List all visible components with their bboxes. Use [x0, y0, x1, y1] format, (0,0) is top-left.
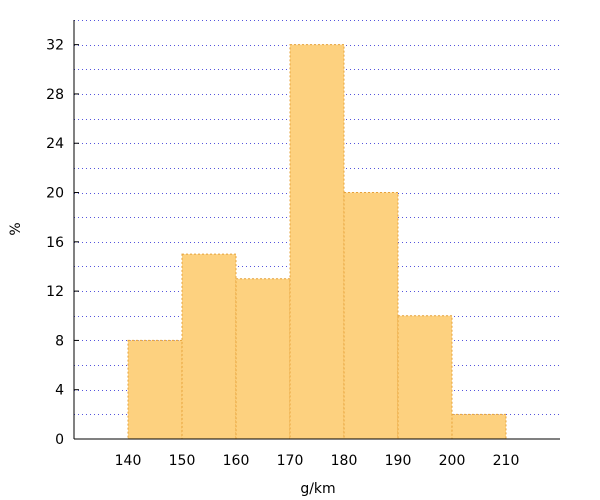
x-tick-label: 150: [169, 453, 196, 469]
y-tick-label: 24: [46, 136, 64, 152]
x-tick-label: 200: [439, 453, 466, 469]
histogram-bars: [127, 44, 507, 440]
histogram-bar: [289, 44, 345, 440]
x-tick-label: 160: [223, 453, 250, 469]
y-tick-label: 28: [46, 87, 64, 103]
y-tick-label: 0: [55, 432, 64, 448]
x-axis-label: g/km: [300, 481, 335, 497]
y-tick-label: 16: [46, 235, 64, 251]
y-tick-labels: 0 4 8 12 16 20 24 28 32: [46, 38, 79, 448]
histogram-bar: [397, 315, 453, 440]
y-tick-label: 12: [46, 284, 64, 300]
x-tick-label: 210: [493, 453, 520, 469]
histogram-bar: [451, 413, 507, 440]
y-axis-label: %: [8, 222, 24, 235]
x-tick-label: 170: [277, 453, 304, 469]
x-tick-label: 140: [115, 453, 142, 469]
y-tick-label: 4: [55, 383, 64, 399]
x-tick-label: 190: [385, 453, 412, 469]
axes: [73, 20, 560, 440]
x-tick-labels: 140 150 160 170 180 190 200 210: [115, 453, 520, 469]
histogram-bar: [181, 253, 237, 440]
y-tick-label: 20: [46, 186, 64, 202]
y-tick-label: 8: [55, 333, 64, 349]
histogram-bar: [127, 339, 183, 440]
y-tick-label: 32: [46, 38, 64, 54]
histogram-bar: [343, 192, 399, 440]
histogram-bar: [235, 278, 291, 440]
x-tick-label: 180: [331, 453, 358, 469]
